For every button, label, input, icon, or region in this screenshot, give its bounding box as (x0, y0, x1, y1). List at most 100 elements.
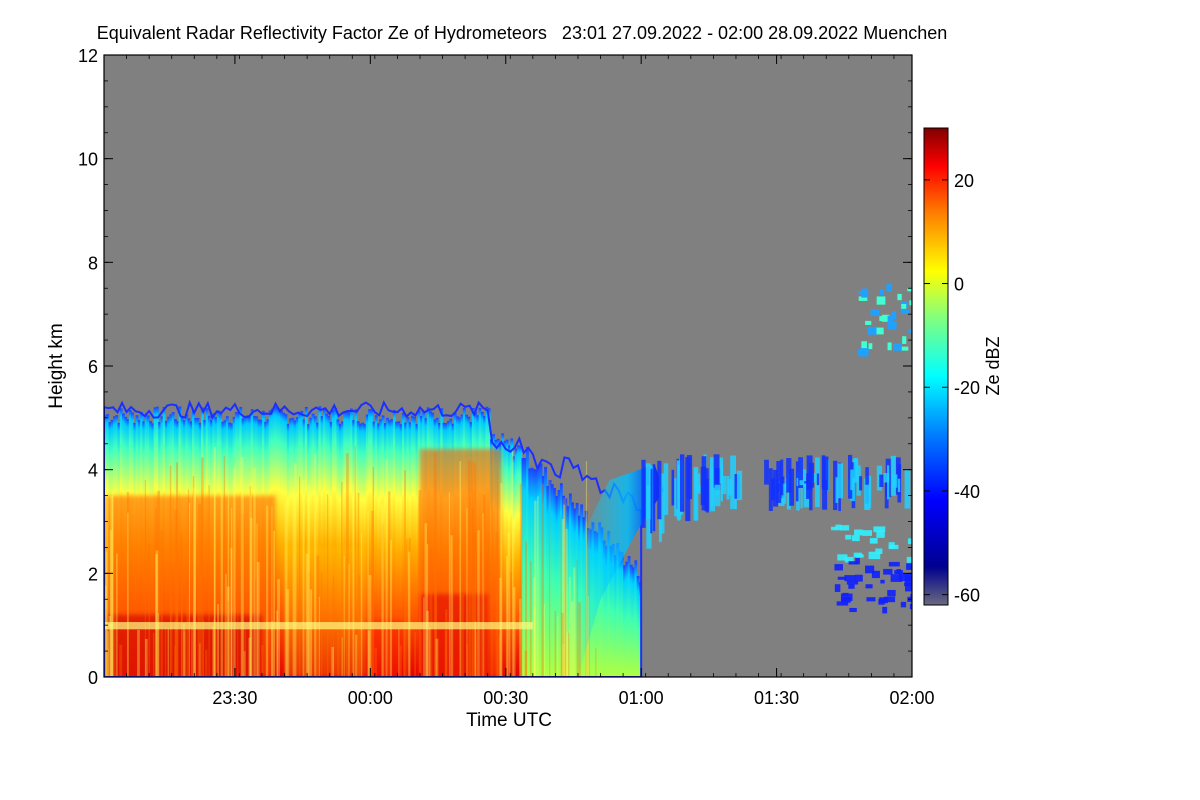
echo-streak (250, 518, 253, 677)
echo-column (508, 445, 511, 677)
echo-streak (229, 558, 231, 677)
upper-cloud-patch (861, 288, 869, 298)
echo-streak (193, 487, 196, 677)
lower-cloud-patch (909, 603, 912, 610)
echo-streak (428, 627, 431, 677)
echo-column (627, 556, 631, 677)
echo-streak (406, 539, 408, 677)
echo-streak (452, 528, 454, 677)
echo-streak (471, 461, 474, 677)
echo-streak (294, 463, 297, 677)
cloud-fragment (822, 480, 828, 510)
cloud-fragment (671, 469, 675, 506)
echo-streak (537, 496, 539, 677)
upper-cloud-patch (867, 326, 877, 335)
cloud-fragment (816, 473, 820, 486)
echo-streak (337, 631, 340, 677)
echo-streak (137, 629, 140, 677)
cloud-fragment (879, 474, 884, 488)
upper-cloud-patch (857, 349, 866, 356)
lower-cloud-patch (851, 535, 860, 542)
echo-streak (176, 548, 179, 677)
lower-cloud-patch (887, 589, 896, 597)
cloud-fragment (802, 469, 807, 487)
lower-cloud-patch (865, 565, 875, 574)
upper-cloud-patch (901, 303, 907, 309)
echo-streak (116, 553, 118, 677)
upper-cloud-patch (880, 289, 884, 296)
lower-cloud-patch (868, 551, 881, 560)
echo-streak (352, 485, 355, 677)
echo-column (530, 467, 534, 677)
echo-column (322, 408, 326, 677)
echo-column (309, 417, 313, 677)
echo-streak (414, 632, 417, 677)
echo-streak (512, 450, 514, 677)
cloud-fragment (859, 476, 863, 491)
lower-cloud-patch (871, 570, 880, 579)
echo-streak (525, 541, 528, 677)
echo-streak (519, 598, 522, 677)
y-axis-label: Height km (46, 323, 67, 409)
echo-streak (226, 586, 230, 677)
echo-column (573, 508, 577, 677)
echo-column (275, 407, 279, 677)
cloud-fragment (904, 468, 911, 509)
cloud-fragment (780, 459, 784, 496)
colorbar (923, 127, 949, 606)
echo-streak (418, 490, 422, 677)
echo-streak (182, 623, 186, 677)
echo-streak (426, 610, 429, 677)
echo-streak (318, 596, 320, 677)
cloud-fragment (806, 455, 813, 490)
echo-column (526, 446, 529, 677)
echo-streak (505, 555, 508, 677)
echo-streak (107, 647, 110, 677)
lower-cloud-patch (849, 607, 857, 613)
echo-streak (197, 586, 199, 677)
echo-streak (109, 530, 113, 677)
upper-cloud-patch (891, 311, 897, 320)
echo-column (300, 410, 304, 677)
echo-streak (220, 490, 223, 677)
echo-streak (529, 561, 532, 677)
cloud-fragment (674, 478, 678, 517)
echo-streak (223, 455, 226, 677)
upper-cloud-patch (909, 300, 912, 306)
echo-streak (152, 632, 155, 677)
echo-column (388, 420, 392, 677)
echo-streak (389, 539, 393, 677)
lower-cloud-patch (873, 526, 886, 533)
echo-streak (480, 552, 483, 677)
cloud-fragment (886, 465, 890, 500)
echo-column (532, 468, 536, 677)
echo-streak (423, 597, 425, 677)
echo-column (505, 439, 509, 677)
x-axis-label: Time UTC (466, 710, 552, 731)
cloud-fragment (764, 459, 769, 485)
echo-streak (512, 587, 516, 677)
echo-core (419, 594, 488, 677)
echo-streak (534, 606, 536, 677)
cloud-fragment (848, 454, 853, 499)
echo-streak (309, 589, 313, 677)
echo-column (347, 412, 351, 677)
echo-streak (105, 476, 109, 677)
echo-streak (566, 632, 569, 677)
echo-streak (367, 510, 369, 677)
echo-streak (398, 629, 400, 677)
echo-streak (471, 508, 474, 677)
echo-streak (111, 490, 114, 677)
echo-streak (568, 632, 570, 677)
echo-streak (224, 625, 227, 677)
echo-streak (568, 577, 571, 677)
upper-cloud-patch (879, 316, 889, 322)
echo-streak (112, 597, 116, 677)
cloud-fragment (641, 459, 646, 528)
echo-streak (213, 619, 216, 677)
echo-streak (213, 446, 216, 677)
echo-column (390, 418, 394, 677)
echo-streak (201, 457, 204, 677)
echo-streak (482, 513, 484, 677)
echo-streak (155, 550, 159, 677)
